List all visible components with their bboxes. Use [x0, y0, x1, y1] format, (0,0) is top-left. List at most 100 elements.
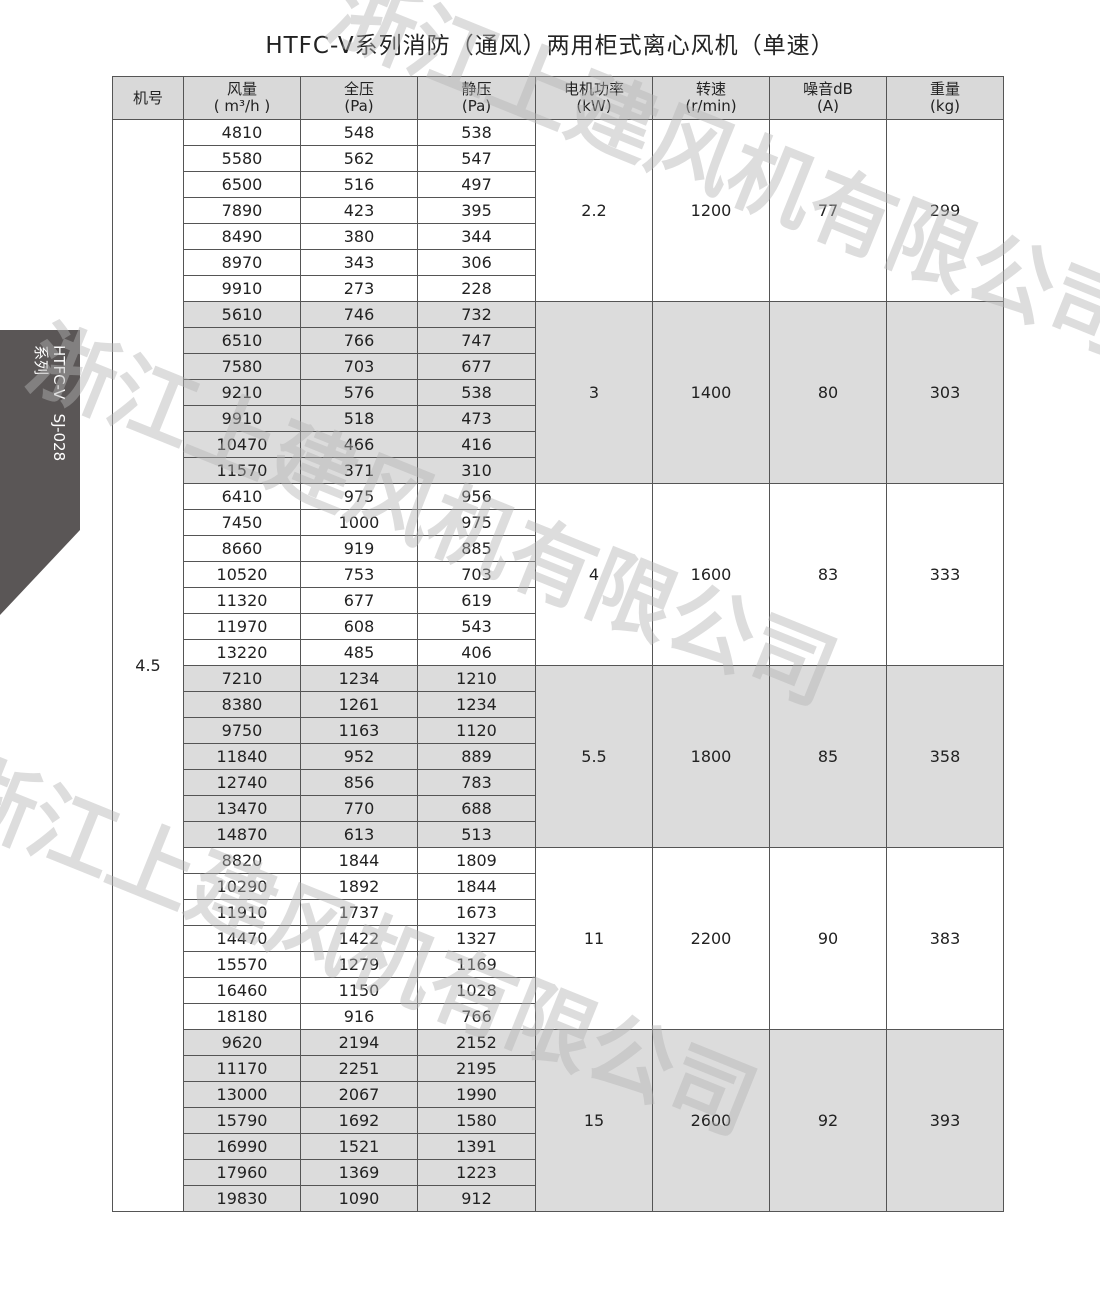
total-pressure-cell: 703 [300, 353, 418, 380]
table-row: 8490 380 344 [113, 223, 1004, 250]
total-pressure-cell: 2194 [300, 1029, 418, 1056]
total-pressure-cell: 1163 [300, 717, 418, 744]
side-tab-text: HTFC-V SJ-028 系列 [32, 345, 68, 461]
header-label: 噪音dB [803, 80, 853, 98]
airflow-cell: 18180 [183, 1003, 301, 1030]
total-pressure-cell: 1737 [300, 899, 418, 926]
noise-cell: 77 [769, 119, 887, 302]
table-header-row: 机号 风量( m³/h ) 全压 (Pa) 静压 (Pa) 电机功率 (kW) 转速 (r/min… [112, 76, 1004, 120]
table-row: 14870 613 513 [113, 821, 1004, 848]
static-pressure-cell: 975 [417, 509, 536, 536]
table-row: 9910 273 228 [113, 275, 1004, 302]
model-cell: 4.5 [112, 119, 184, 1212]
airflow-cell: 10290 [183, 873, 301, 900]
table-row: 18180 916 766 [113, 1003, 1004, 1030]
weight-cell: 303 [886, 301, 1004, 484]
static-pressure-cell: 1210 [417, 665, 536, 692]
static-pressure-cell: 1028 [417, 977, 536, 1004]
total-pressure-cell: 1279 [300, 951, 418, 978]
side-tab-series-label: 系列 [32, 345, 50, 376]
airflow-cell: 8970 [183, 249, 301, 276]
airflow-cell: 7450 [183, 509, 301, 536]
static-pressure-cell: 747 [417, 327, 536, 354]
airflow-cell: 15570 [183, 951, 301, 978]
static-pressure-cell: 688 [417, 795, 536, 822]
airflow-cell: 11170 [183, 1055, 301, 1082]
static-pressure-cell: 1844 [417, 873, 536, 900]
header-unit: (Pa) [344, 97, 374, 115]
weight-cell: 333 [886, 483, 1004, 666]
static-pressure-cell: 732 [417, 301, 536, 328]
header-airflow: 风量( m³/h ) [183, 76, 301, 120]
airflow-cell: 9210 [183, 379, 301, 406]
table-row: 12740 856 783 [113, 769, 1004, 796]
header-unit: (A) [817, 97, 839, 115]
static-pressure-cell: 344 [417, 223, 536, 250]
total-pressure-cell: 753 [300, 561, 418, 588]
header-weight: 重量 (kg) [886, 76, 1004, 120]
airflow-cell: 7580 [183, 353, 301, 380]
header-total-pressure: 全压 (Pa) [300, 76, 418, 120]
total-pressure-cell: 746 [300, 301, 418, 328]
table-row: 10470 466 416 [113, 431, 1004, 458]
airflow-cell: 6500 [183, 171, 301, 198]
weight-cell: 383 [886, 847, 1004, 1030]
noise-cell: 92 [769, 1029, 887, 1212]
header-motor-power: 电机功率 (kW) [535, 76, 653, 120]
table-row: 17960 1369 1223 [113, 1159, 1004, 1186]
airflow-cell: 13220 [183, 639, 301, 666]
airflow-cell: 12740 [183, 769, 301, 796]
table-row: 10290 1892 1844 [113, 873, 1004, 900]
table-row: 10520 753 703 [113, 561, 1004, 588]
static-pressure-cell: 2152 [417, 1029, 536, 1056]
airflow-cell: 5610 [183, 301, 301, 328]
static-pressure-cell: 1990 [417, 1081, 536, 1108]
speed-cell: 1400 [652, 301, 770, 484]
header-unit: (r/min) [685, 97, 737, 115]
airflow-cell: 8380 [183, 691, 301, 718]
airflow-cell: 14470 [183, 925, 301, 952]
motor-power-cell: 11 [535, 847, 653, 1030]
total-pressure-cell: 770 [300, 795, 418, 822]
header-label: 电机功率 [563, 80, 624, 98]
header-unit: (Pa) [461, 97, 492, 115]
static-pressure-cell: 406 [417, 639, 536, 666]
motor-power-cell: 2.2 [535, 119, 653, 302]
table-row: 8380 1261 1234 [113, 691, 1004, 718]
total-pressure-cell: 975 [300, 483, 418, 510]
static-pressure-cell: 1223 [417, 1159, 536, 1186]
total-pressure-cell: 516 [300, 171, 418, 198]
speed-cell: 1200 [652, 119, 770, 302]
table-row: 8970 343 306 [113, 249, 1004, 276]
airflow-cell: 8820 [183, 847, 301, 874]
static-pressure-cell: 1391 [417, 1133, 536, 1160]
table-row: 7890 423 395 [113, 197, 1004, 224]
total-pressure-cell: 371 [300, 457, 418, 484]
table-row: 5610 746 732 3 1400 80 303 [113, 301, 1004, 484]
airflow-cell: 9750 [183, 717, 301, 744]
airflow-cell: 13470 [183, 795, 301, 822]
table-row: 15790 1692 1580 [113, 1107, 1004, 1134]
total-pressure-cell: 1150 [300, 977, 418, 1004]
static-pressure-cell: 228 [417, 275, 536, 302]
speed-cell: 2200 [652, 847, 770, 1030]
static-pressure-cell: 956 [417, 483, 536, 510]
total-pressure-cell: 919 [300, 535, 418, 562]
table-row: 6510 766 747 [113, 327, 1004, 354]
static-pressure-cell: 1234 [417, 691, 536, 718]
airflow-cell: 9910 [183, 405, 301, 432]
total-pressure-cell: 677 [300, 587, 418, 614]
airflow-cell: 11910 [183, 899, 301, 926]
table-row: 11320 677 619 [113, 587, 1004, 614]
airflow-cell: 9620 [183, 1029, 301, 1056]
total-pressure-cell: 613 [300, 821, 418, 848]
static-pressure-cell: 1327 [417, 925, 536, 952]
total-pressure-cell: 916 [300, 1003, 418, 1030]
header-unit: (kg) [930, 97, 960, 115]
table-row: 11170 2251 2195 [113, 1055, 1004, 1082]
total-pressure-cell: 1692 [300, 1107, 418, 1134]
airflow-cell: 10520 [183, 561, 301, 588]
airflow-cell: 11970 [183, 613, 301, 640]
total-pressure-cell: 1844 [300, 847, 418, 874]
noise-cell: 90 [769, 847, 887, 1030]
